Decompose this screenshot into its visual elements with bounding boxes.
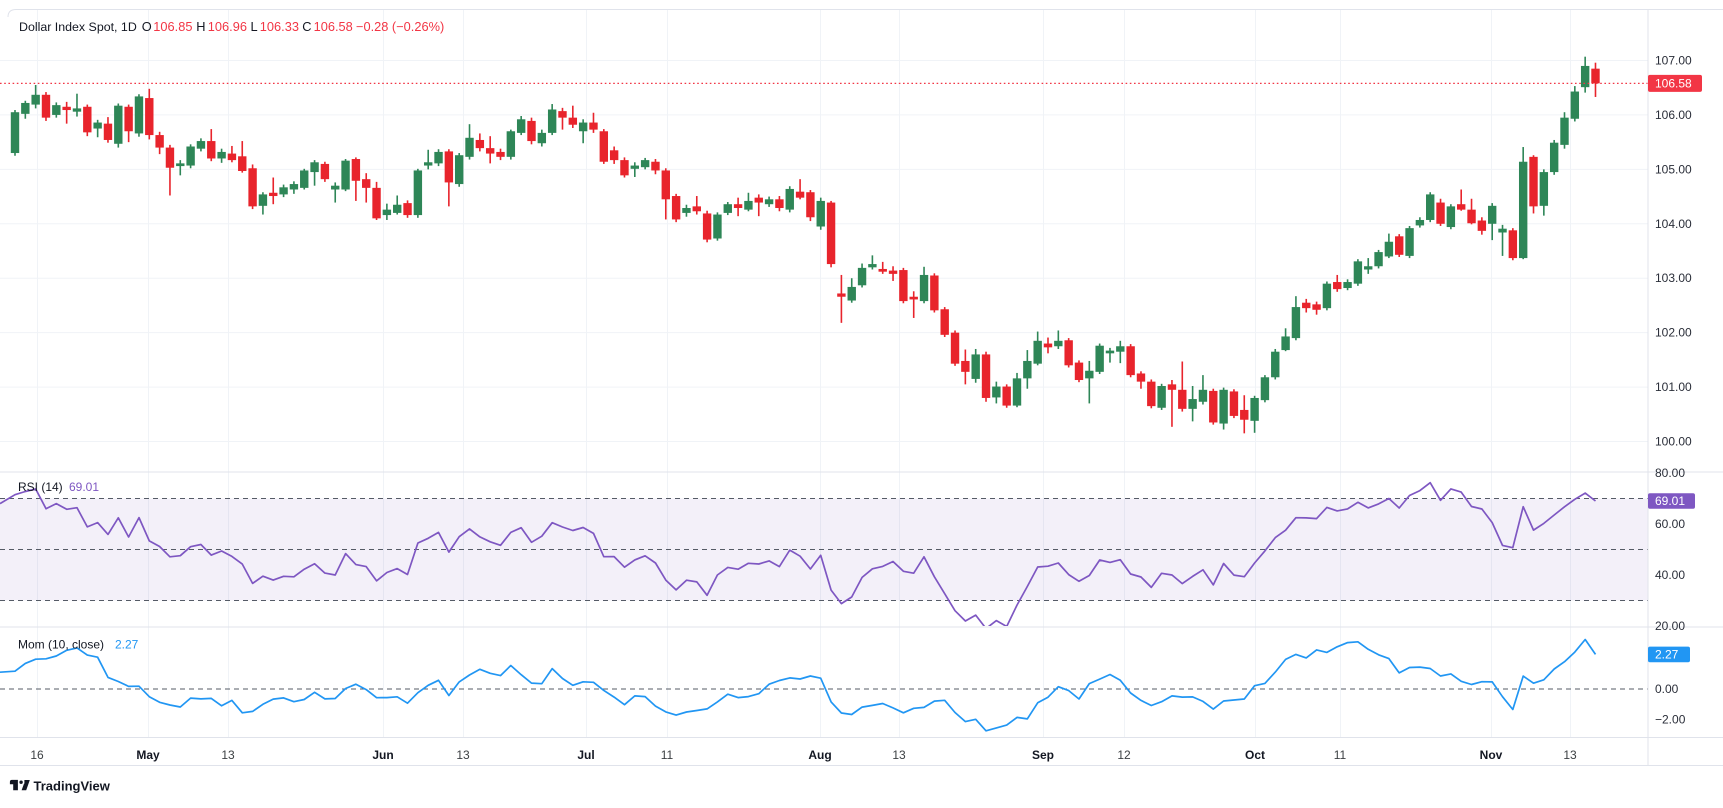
- svg-text:102.00: 102.00: [1655, 326, 1692, 340]
- svg-text:C: C: [302, 19, 311, 34]
- svg-text:May: May: [136, 748, 160, 762]
- svg-text:103.00: 103.00: [1655, 271, 1692, 285]
- svg-text:Sep: Sep: [1032, 748, 1054, 762]
- svg-text:13: 13: [1563, 748, 1577, 762]
- svg-text:RSI (14): RSI (14): [18, 480, 63, 494]
- svg-text:16: 16: [30, 748, 44, 762]
- svg-text:105.00: 105.00: [1655, 162, 1692, 176]
- svg-text:0.00: 0.00: [1655, 682, 1679, 696]
- svg-text:106.96: 106.96: [208, 19, 247, 34]
- svg-text:12: 12: [1117, 748, 1131, 762]
- svg-text:60.00: 60.00: [1655, 517, 1685, 531]
- svg-text:106.33: 106.33: [260, 19, 299, 34]
- svg-text:106.58: 106.58: [314, 19, 353, 34]
- svg-text:TradingView: TradingView: [34, 779, 111, 794]
- svg-text:−0.28 (−0.26%): −0.28 (−0.26%): [356, 19, 444, 34]
- svg-text:Jul: Jul: [577, 748, 594, 762]
- svg-text:Mom (10, close): Mom (10, close): [18, 638, 104, 652]
- svg-text:20.00: 20.00: [1655, 619, 1685, 633]
- svg-text:−2.00: −2.00: [1655, 713, 1686, 727]
- svg-text:106.58: 106.58: [1655, 77, 1692, 91]
- svg-text:11: 11: [661, 748, 674, 762]
- svg-text:2.27: 2.27: [115, 638, 139, 652]
- svg-text:13: 13: [221, 748, 235, 762]
- svg-text:H: H: [196, 19, 205, 34]
- svg-text:11: 11: [1334, 748, 1347, 762]
- svg-text:106.00: 106.00: [1655, 108, 1692, 122]
- svg-text:L: L: [251, 19, 258, 34]
- svg-text:Oct: Oct: [1245, 748, 1265, 762]
- svg-text:Jun: Jun: [372, 748, 393, 762]
- svg-text:40.00: 40.00: [1655, 568, 1685, 582]
- svg-text:2.27: 2.27: [1655, 648, 1679, 662]
- svg-text:69.01: 69.01: [1655, 494, 1685, 508]
- svg-text:O: O: [142, 19, 152, 34]
- svg-text:101.00: 101.00: [1655, 380, 1692, 394]
- svg-text:Aug: Aug: [808, 748, 831, 762]
- svg-text:107.00: 107.00: [1655, 54, 1692, 68]
- svg-text:Nov: Nov: [1480, 748, 1503, 762]
- svg-text:80.00: 80.00: [1655, 466, 1685, 480]
- svg-text:100.00: 100.00: [1655, 435, 1692, 449]
- svg-text:Dollar Index Spot, 1D: Dollar Index Spot, 1D: [19, 20, 137, 34]
- svg-text:13: 13: [456, 748, 470, 762]
- svg-text:106.85: 106.85: [153, 19, 192, 34]
- svg-text:69.01: 69.01: [69, 480, 99, 494]
- svg-text:13: 13: [892, 748, 906, 762]
- svg-text:104.00: 104.00: [1655, 217, 1692, 231]
